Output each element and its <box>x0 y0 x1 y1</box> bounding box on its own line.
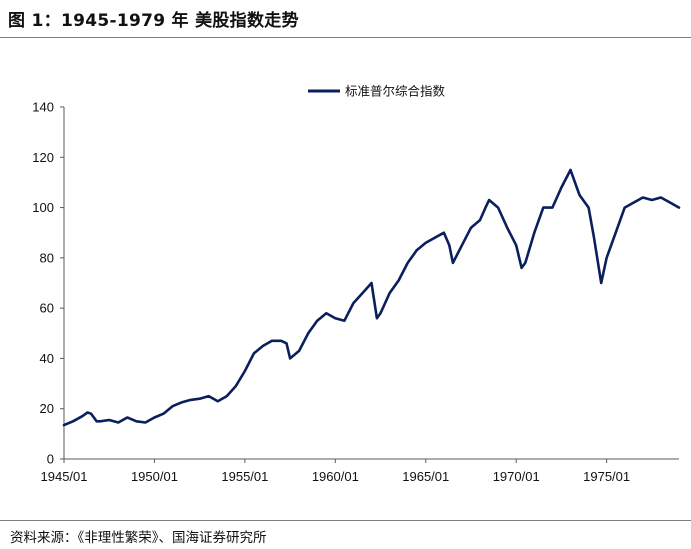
x-tick-label: 1975/01 <box>583 469 630 484</box>
y-tick-label: 0 <box>47 452 54 467</box>
y-tick-label: 100 <box>32 200 54 215</box>
source-note: 资料来源：《非理性繁荣》、国海证券研究所 <box>10 530 267 546</box>
series-layer <box>62 168 681 427</box>
x-tick-label: 1950/01 <box>131 469 178 484</box>
y-tick-label: 80 <box>40 250 54 265</box>
y-tick-label: 140 <box>32 100 54 115</box>
title-divider <box>0 37 691 38</box>
line-chart: 0 20 40 60 80 100 120 140 1945/01 1950/01 1955/01… <box>32 84 681 484</box>
x-tick-label: 1945/01 <box>41 469 88 484</box>
legend-label: 标准普尔综合指数 <box>345 84 446 99</box>
x-tick-label: 1955/01 <box>221 469 268 484</box>
series-line <box>62 168 681 427</box>
source-divider <box>0 520 691 521</box>
figure-title: 图 1：1945-1979 年 美股指数走势 <box>8 11 299 31</box>
x-tick-label: 1965/01 <box>402 469 449 484</box>
legend: 标准普尔综合指数 <box>308 84 446 99</box>
x-tick-label: 1970/01 <box>493 469 540 484</box>
y-tick-label: 40 <box>40 351 54 366</box>
x-tick-label: 1960/01 <box>312 469 359 484</box>
y-tick-label: 120 <box>32 150 54 165</box>
y-axis: 0 20 40 60 80 100 120 140 <box>32 100 65 467</box>
x-axis: 1945/01 1950/01 1955/01 1960/01 1965/01 1970/… <box>41 458 679 484</box>
y-tick-label: 60 <box>40 301 54 316</box>
y-tick-label: 20 <box>40 401 54 416</box>
